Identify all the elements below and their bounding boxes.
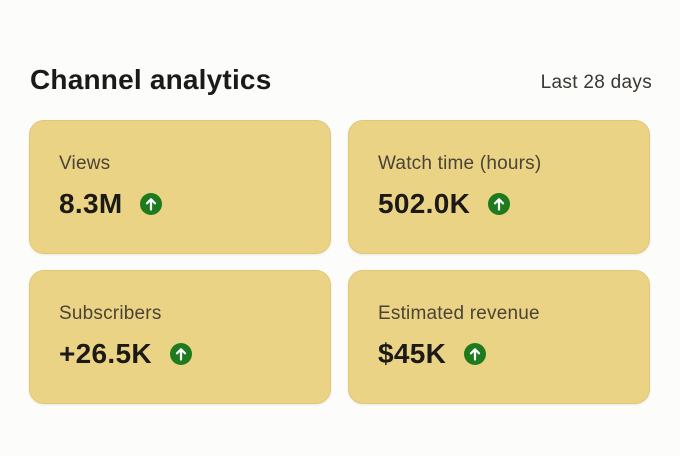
arrow-up-circle-icon [488,193,511,215]
arrow-up-circle-icon [140,193,163,215]
metric-label: Estimated revenue [378,303,540,324]
metric-card-subscribers[interactable]: Subscribers +26.5K [29,270,331,404]
date-range-selector[interactable]: Last 28 days [540,72,652,93]
metric-value-row: 8.3M [59,187,163,221]
metric-card-estimated-revenue[interactable]: Estimated revenue $45K [348,270,650,404]
metric-value: 502.0K [378,188,471,219]
metric-card-views[interactable]: Views 8.3M [29,120,331,254]
metric-label: Watch time (hours) [378,153,542,174]
metric-label: Views [59,153,111,174]
metric-value-row: +26.5K [59,337,192,371]
metric-value: +26.5K [59,338,152,369]
arrow-up-circle-icon [169,343,192,365]
arrow-up-circle-icon [464,343,487,365]
metric-value: $45K [378,338,447,369]
metric-value-row: $45K [378,337,487,371]
analytics-header: Channel analytics Last 28 days [30,62,652,102]
metric-label: Subscribers [59,303,162,324]
metric-value-row: 502.0K [378,187,511,221]
metric-card-watch-time[interactable]: Watch time (hours) 502.0K [348,120,650,254]
metric-value: 8.3M [59,188,123,219]
page-title: Channel analytics [30,64,272,95]
